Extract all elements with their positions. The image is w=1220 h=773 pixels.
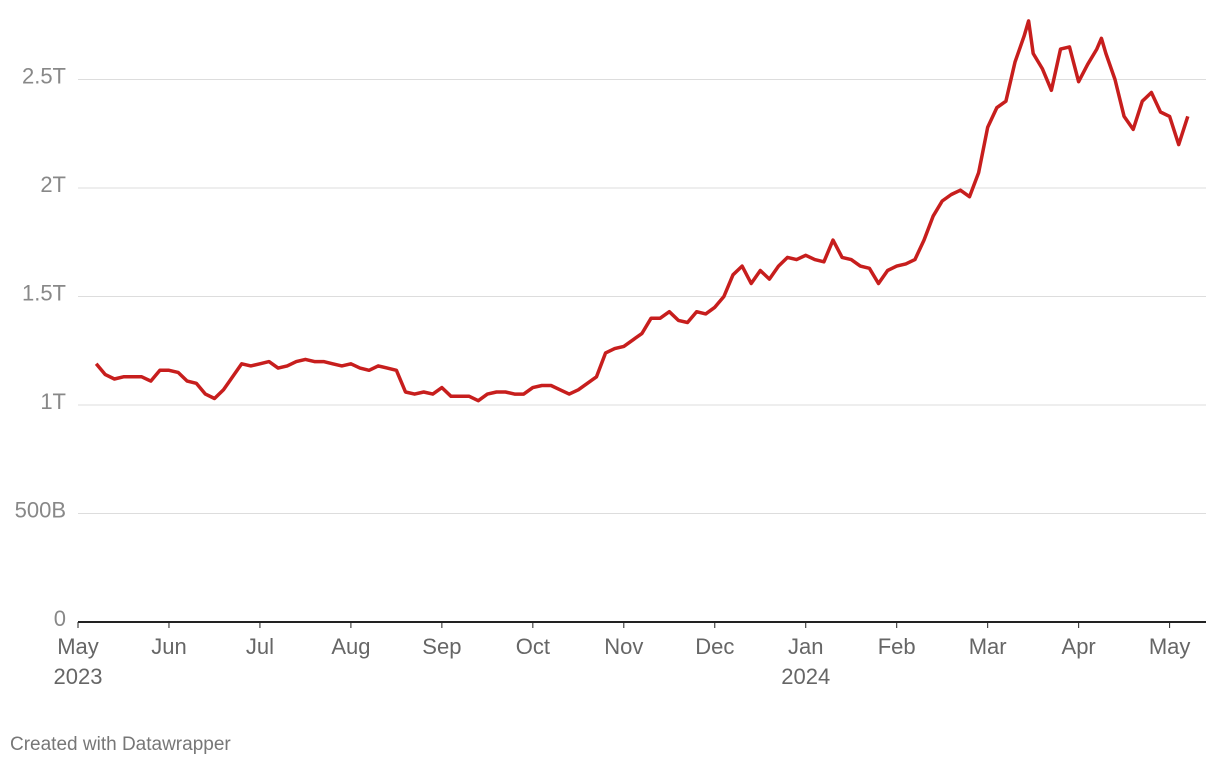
x-tick-label: Apr [1062, 634, 1096, 659]
y-tick-label: 2.5T [22, 63, 66, 88]
x-tick-label: Jan [788, 634, 823, 659]
x-tick-label: Aug [331, 634, 370, 659]
x-tick-label: Sep [422, 634, 461, 659]
y-tick-label: 500B [15, 497, 66, 522]
x-tick-label: May [1149, 634, 1191, 659]
x-tick-label: Feb [878, 634, 916, 659]
x-year-label: 2024 [781, 664, 830, 689]
y-tick-label: 0 [54, 606, 66, 631]
y-tick-label: 2T [40, 172, 66, 197]
y-tick-label: 1T [40, 389, 66, 414]
x-year-label: 2023 [54, 664, 103, 689]
y-tick-label: 1.5T [22, 280, 66, 305]
x-tick-label: Mar [969, 634, 1007, 659]
line [94, 19, 1190, 403]
x-tick-label: Oct [516, 634, 550, 659]
x-tick-label: Nov [604, 634, 643, 659]
credit: Created with Datawrapper [10, 734, 231, 755]
x-tick-label: Jun [151, 634, 186, 659]
x-tick-label: Dec [695, 634, 734, 659]
x-tick-label: Jul [246, 634, 274, 659]
x-tick-label: May [57, 634, 99, 659]
